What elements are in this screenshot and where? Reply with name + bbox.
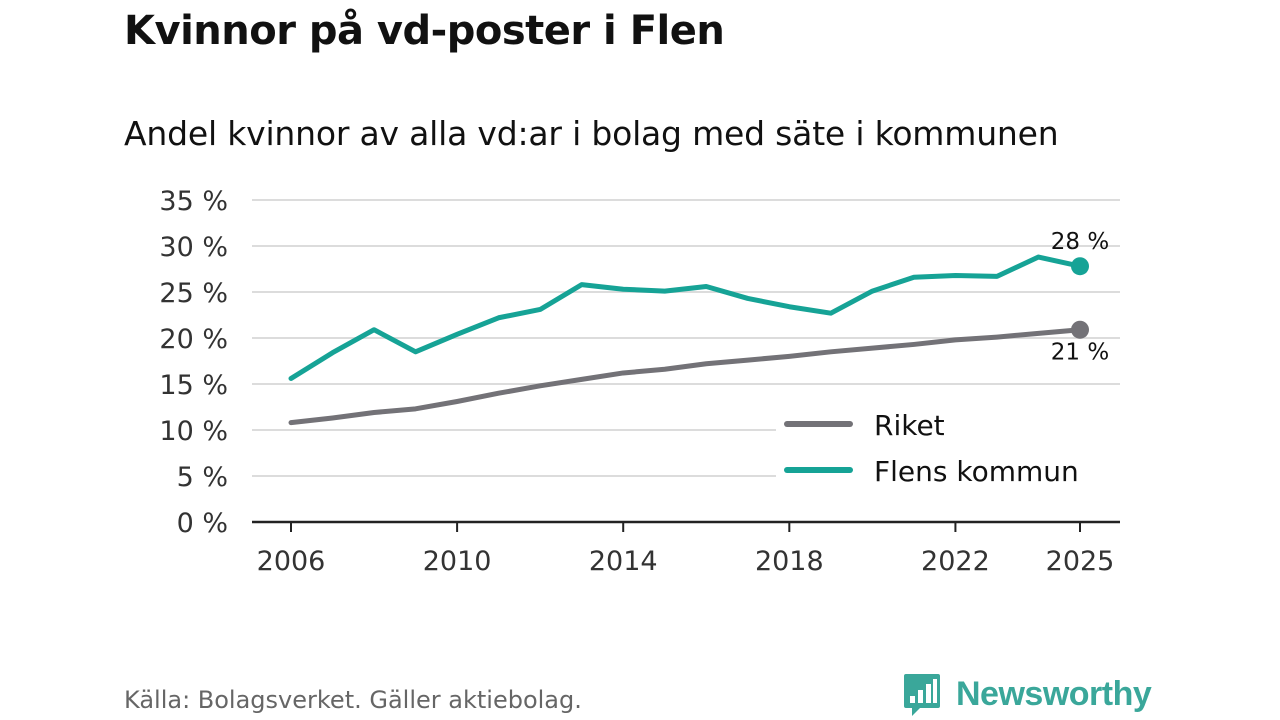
series-end-point [1071,320,1089,339]
source-note: Källa: Bolagsverket. Gäller aktiebolag. [124,686,582,714]
series-end-point [1071,257,1089,276]
chart-title: Kvinnor på vd-poster i Flen [124,8,725,54]
newsworthy-logo-text: Newsworthy [956,674,1152,713]
y-tick-label: 35 % [159,186,228,217]
y-tick-label: 30 % [159,232,228,263]
newsworthy-logo: Newsworthy [902,672,1152,716]
y-tick-label: 15 % [159,370,228,401]
end-value-label: 21 % [1051,340,1109,366]
line-chart: 0 %5 %10 %15 %20 %25 %30 %35 % 2006 2010 2… [159,186,1120,577]
y-axis-ticks: 0 % 5 % 10 % 15 % 20 % 25 % 30 % 35 % [159,186,228,539]
y-tick-label: 25 % [159,278,228,309]
legend-label: Flens kommun [874,455,1079,488]
legend-background [776,402,1120,510]
series-line-riket [288,327,1083,426]
newsworthy-logo-icon [904,674,940,716]
x-tick-label: 2018 [755,546,824,577]
series-lines [288,254,1089,426]
x-tick-label: 2022 [921,546,990,577]
legend-label: Riket [874,409,945,442]
x-tick-label: 2006 [257,546,326,577]
chart-subtitle: Andel kvinnor av alla vd:ar i bolag med … [124,114,1059,153]
x-axis: 2006 2010 2014 2018 2022 2025 [252,520,1120,577]
end-value-label: 28 % [1051,229,1109,255]
end-labels: 21 % 28 % [1051,229,1109,365]
x-tick-label: 2010 [423,546,492,577]
y-tick-label: 20 % [159,324,228,355]
y-tick-label: 5 % [177,462,228,493]
y-tick-label: 0 % [177,508,228,539]
legend: Riket Flens kommun [776,402,1120,510]
x-tick-label: 2014 [589,546,658,577]
series-line-flens-kommun [288,254,1083,381]
x-tick-label: 2025 [1046,546,1115,577]
y-tick-label: 10 % [159,416,228,447]
